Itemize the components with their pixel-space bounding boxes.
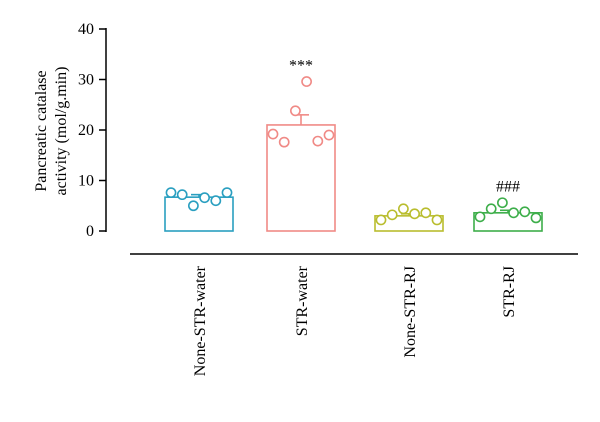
data-point [278, 136, 290, 148]
x-category-label: None-STR-RJ [402, 266, 419, 358]
data-point [221, 187, 233, 199]
data-point [508, 207, 519, 219]
data-point [289, 105, 301, 117]
data-point [176, 189, 188, 201]
y-axis: 0 10 20 30 40 [78, 21, 107, 240]
data-point [210, 195, 222, 207]
bar [266, 124, 336, 232]
data-point [301, 76, 312, 87]
y-tick-label: 10 [78, 173, 94, 190]
data-point [267, 128, 279, 140]
data-point [375, 214, 387, 226]
y-tick-label: 0 [86, 223, 94, 240]
data-point [312, 135, 324, 147]
data-point [409, 208, 420, 220]
significance-marker: ### [496, 179, 520, 196]
x-category-label: None-STR-water [192, 265, 209, 376]
data-point [496, 197, 508, 209]
data-point [386, 209, 398, 221]
y-axis-title-line-2: activity (mol/g.min) [53, 67, 70, 196]
category-labels: None-STR-water STR-water None-STR-RJ STR-RJ [192, 265, 518, 376]
significance-markers: *** ### [289, 58, 520, 196]
y-axis-title-line-1: Pancreatic catalase [33, 70, 50, 191]
data-point [420, 207, 432, 219]
data-point [485, 203, 497, 215]
significance-marker: *** [289, 58, 313, 75]
y-tick-label: 40 [78, 21, 94, 38]
y-tick-label: 30 [78, 72, 94, 89]
data-points [165, 76, 542, 226]
bar [164, 196, 234, 232]
y-axis-title: Pancreatic catalase activity (mol/g.min) [33, 67, 70, 196]
data-point [530, 212, 542, 224]
data-point [519, 206, 531, 218]
bars [164, 114, 543, 232]
data-point [431, 214, 443, 226]
y-tick-label: 20 [78, 122, 94, 139]
data-point [187, 200, 199, 212]
data-point [165, 187, 177, 199]
data-point [323, 129, 335, 141]
x-category-label: STR-water [294, 265, 311, 336]
x-category-label: STR-RJ [501, 266, 518, 318]
data-point [199, 192, 210, 204]
data-point [474, 211, 486, 223]
data-point [397, 203, 409, 215]
